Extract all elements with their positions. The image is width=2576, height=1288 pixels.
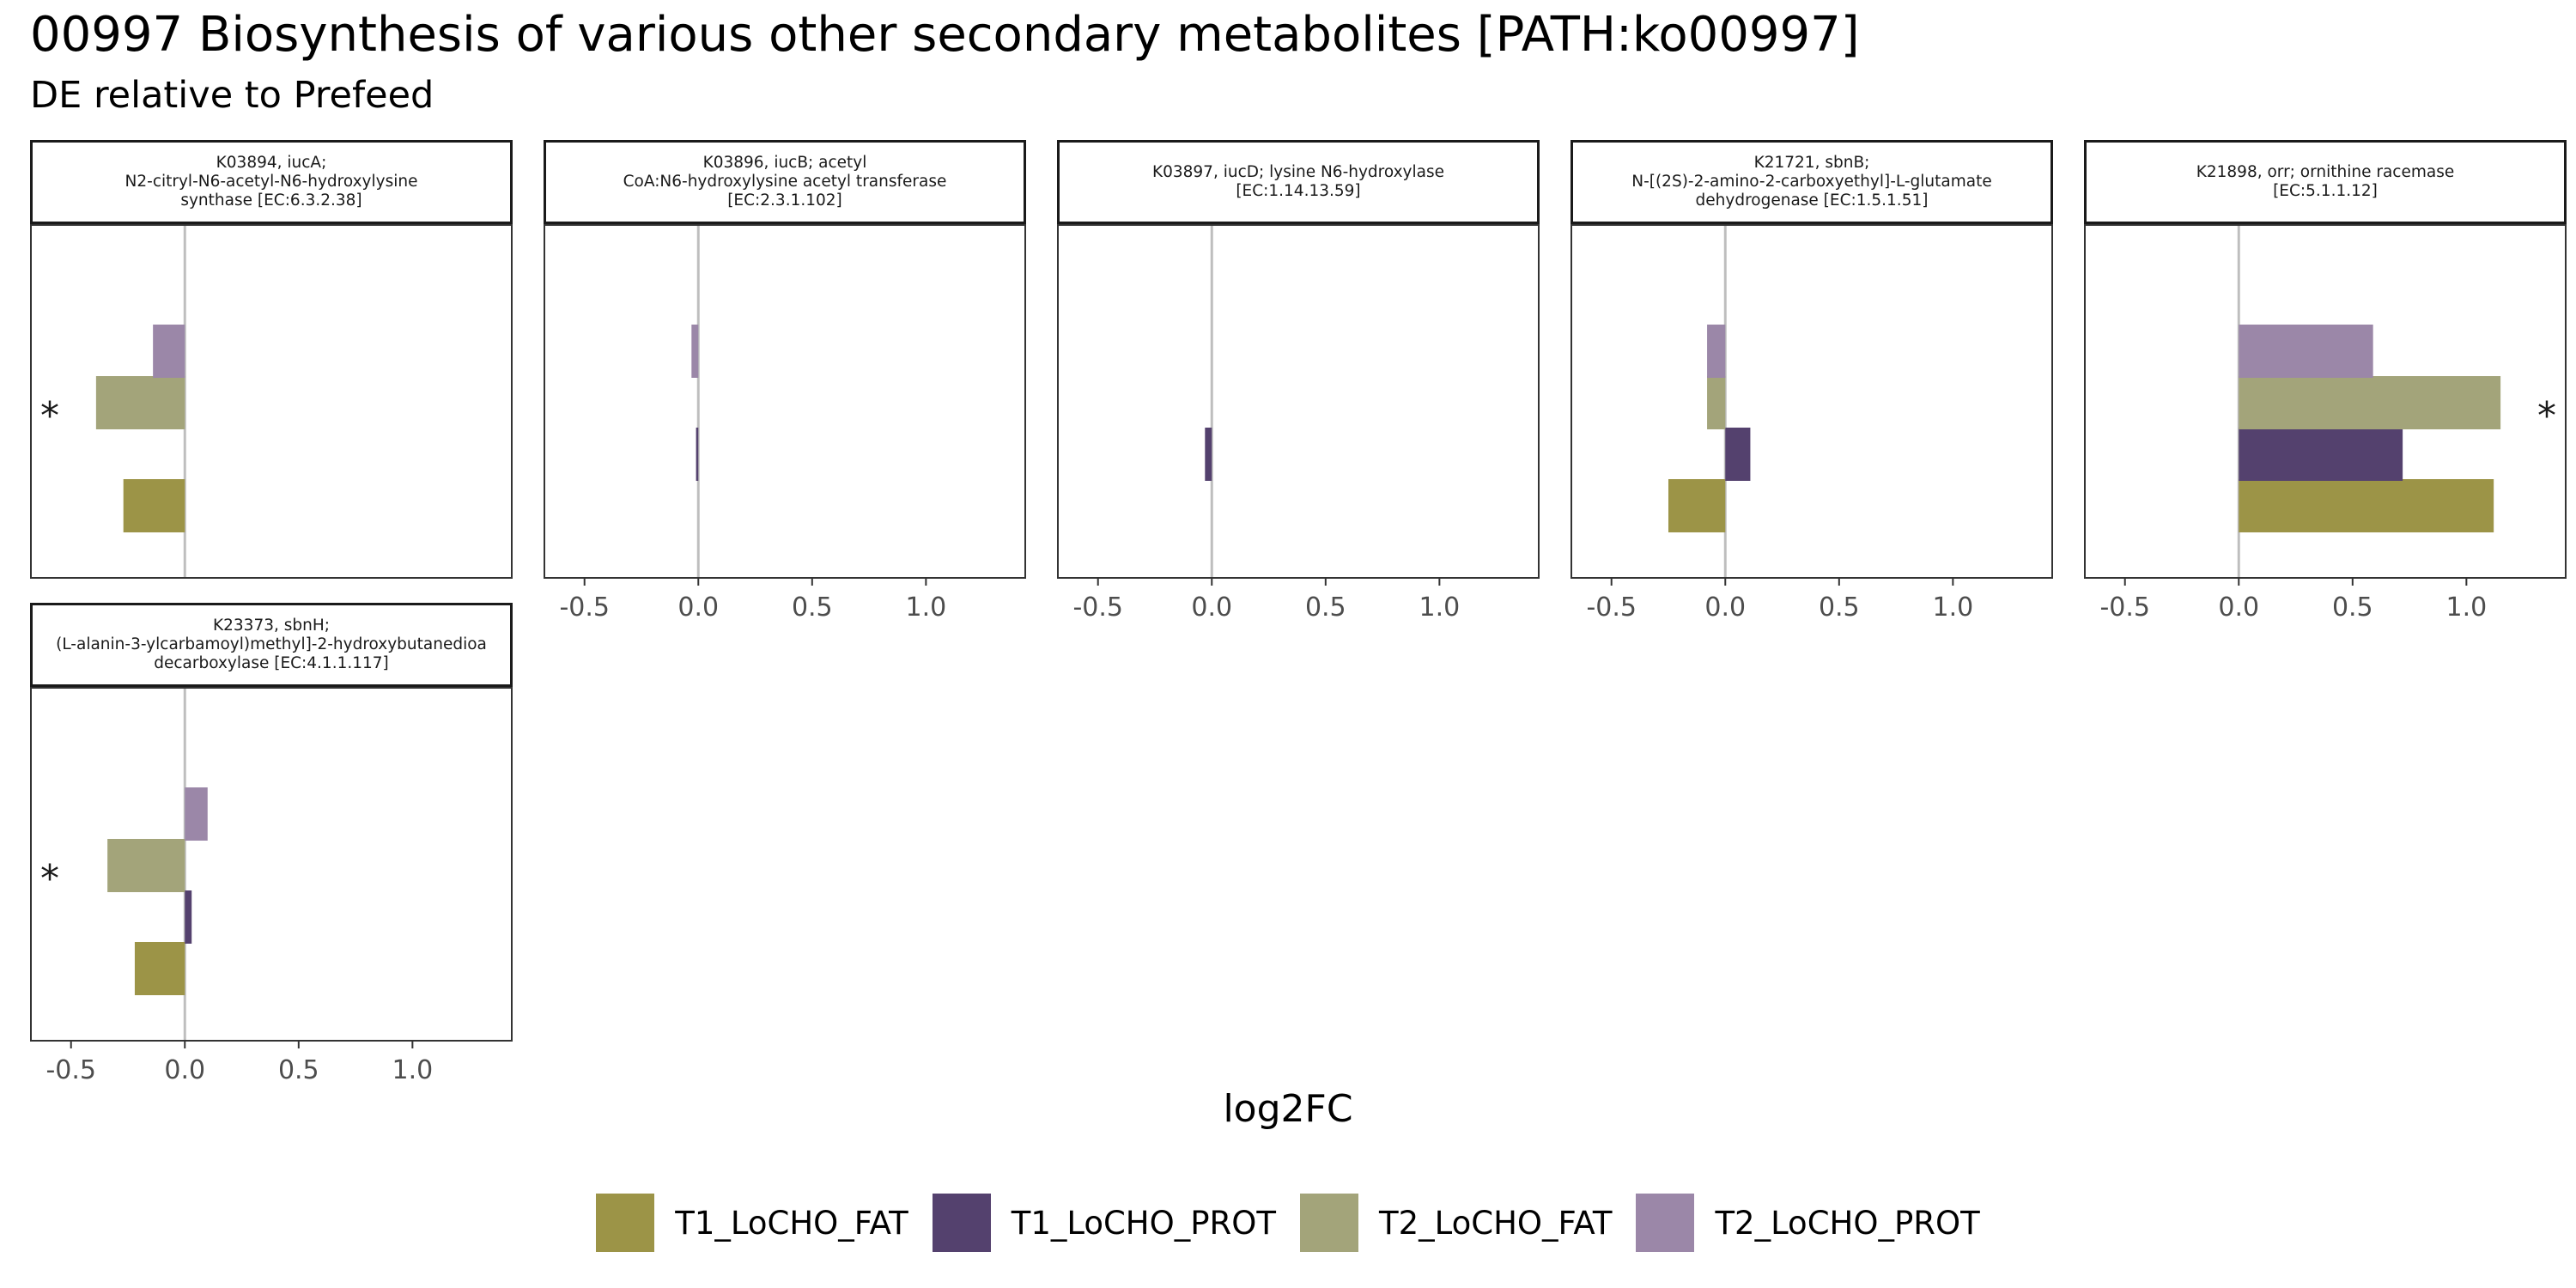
- legend-label: T2_LoCHO_FAT: [1379, 1204, 1613, 1242]
- x-tick-label: 0.0: [164, 1055, 205, 1085]
- bar-t2-locho-fat: [95, 376, 185, 429]
- x-tick-label: 0.5: [1305, 592, 1346, 623]
- legend-label: T1_LoCHO_FAT: [675, 1204, 908, 1242]
- bar-t1-locho-fat: [2239, 479, 2494, 532]
- bar-t1-locho-prot: [696, 428, 699, 481]
- bar-t1-locho-prot: [185, 890, 192, 944]
- significance-marker: *: [2537, 394, 2556, 438]
- x-tick-label: 1.0: [1419, 592, 1460, 623]
- x-tick-label: 1.0: [905, 592, 946, 623]
- facet-panel: -0.5 0.0 0.5 1.0: [1057, 224, 1540, 623]
- facet-strip-label: K21721, sbnB; N-[(2S)-2-amino-2-carboxye…: [1631, 154, 1992, 210]
- panel-border: [1571, 224, 2053, 579]
- bar-t1-locho-prot: [1725, 428, 1751, 481]
- legend-key-t1-locho-fat: [596, 1194, 655, 1252]
- bar-t2-locho-prot: [691, 325, 699, 378]
- facet-strip-label: K03894, iucA; N2-citryl-N6-acetyl-N6-hyd…: [125, 154, 418, 210]
- x-tick-label: -0.5: [1586, 592, 1637, 623]
- x-tick-label: 0.5: [792, 592, 833, 623]
- bar-t2-locho-prot: [2239, 325, 2373, 378]
- facet-panel: -0.5 0.0 0.5 1.0: [1571, 224, 2053, 623]
- bar-t1-locho-fat: [134, 942, 185, 995]
- x-axis-label: log2FC: [1223, 1087, 1353, 1131]
- x-tick-label: 0.0: [1704, 592, 1746, 623]
- facet-panel: -0.5 0.0 0.5 1.0: [544, 224, 1026, 623]
- bar-t1-locho-prot: [1205, 428, 1212, 481]
- facet-strip: K21898, orr; ornithine racemase [EC:5.1.…: [2084, 140, 2567, 224]
- panel-background: [1571, 224, 2053, 579]
- x-tick-label: 1.0: [1932, 592, 1973, 623]
- panel-border: [30, 687, 513, 1042]
- panel-border: [2084, 224, 2567, 579]
- x-tick-label: -0.5: [559, 592, 610, 623]
- facet-strip: K21721, sbnB; N-[(2S)-2-amino-2-carboxye…: [1571, 140, 2053, 224]
- panel-background: [1057, 224, 1540, 579]
- bar-t1-locho-fat: [123, 479, 185, 532]
- facet-strip-label: K23373, sbnH; (L-alanin-3-ylcarbamoyl)me…: [56, 617, 487, 672]
- x-tick-label: 0.0: [677, 592, 719, 623]
- facet-panel: * -0.5 0.0 0.5 1.0: [30, 687, 513, 1085]
- x-tick-label: 1.0: [2445, 592, 2487, 623]
- legend-item-t1-locho-prot: T1_LoCHO_PROT: [932, 1194, 1276, 1252]
- x-tick-label: -0.5: [46, 1055, 96, 1085]
- panel-border: [1057, 224, 1540, 579]
- legend: T1_LoCHO_FAT T1_LoCHO_PROT T2_LoCHO_FAT …: [0, 1194, 2576, 1252]
- panel-border: [544, 224, 1026, 579]
- bar-t2-locho-prot: [1707, 325, 1726, 378]
- x-tick-label: 0.0: [1191, 592, 1232, 623]
- legend-item-t2-locho-fat: T2_LoCHO_FAT: [1300, 1194, 1612, 1252]
- bar-t2-locho-prot: [153, 325, 185, 378]
- x-tick-label: 1.0: [392, 1055, 433, 1085]
- facet-strip: K03894, iucA; N2-citryl-N6-acetyl-N6-hyd…: [30, 140, 513, 224]
- legend-key-t2-locho-prot: [1636, 1194, 1695, 1252]
- legend-item-t1-locho-fat: T1_LoCHO_FAT: [596, 1194, 908, 1252]
- panel-background: [544, 224, 1026, 579]
- bar-t1-locho-fat: [1668, 479, 1726, 532]
- legend-key-t1-locho-prot: [932, 1194, 991, 1252]
- bar-t2-locho-prot: [185, 787, 208, 841]
- significance-marker: *: [40, 857, 59, 901]
- bar-t2-locho-fat: [2239, 376, 2501, 429]
- facet-strip: K23373, sbnH; (L-alanin-3-ylcarbamoyl)me…: [30, 603, 513, 687]
- facet-panel: *: [30, 224, 513, 579]
- x-tick-label: -0.5: [1072, 592, 1123, 623]
- facet-strip-label: K03897, iucD; lysine N6-hydroxylase [EC:…: [1151, 163, 1445, 200]
- figure-title: 00997 Biosynthesis of various other seco…: [30, 7, 1860, 63]
- x-tick-label: 0.0: [2218, 592, 2259, 623]
- facet-panel: * -0.5 0.0 0.5 1.0: [2084, 224, 2567, 623]
- legend-key-t2-locho-fat: [1300, 1194, 1358, 1252]
- bar-t2-locho-fat: [1707, 376, 1726, 429]
- bar-t1-locho-prot: [2239, 428, 2403, 481]
- legend-item-t2-locho-prot: T2_LoCHO_PROT: [1636, 1194, 1980, 1252]
- facet-strip: K03896, iucB; acetyl CoA:N6-hydroxylysin…: [544, 140, 1026, 224]
- figure-subtitle: DE relative to Prefeed: [30, 74, 434, 117]
- legend-label: T2_LoCHO_PROT: [1715, 1204, 1980, 1242]
- x-tick-label: 0.5: [2332, 592, 2373, 623]
- facet-strip-label: K21898, orr; ornithine racemase [EC:5.1.…: [2196, 163, 2455, 200]
- facet-strip-label: K03896, iucB; acetyl CoA:N6-hydroxylysin…: [623, 154, 947, 210]
- x-tick-label: 0.5: [278, 1055, 319, 1085]
- bar-t2-locho-fat: [107, 839, 185, 892]
- panel-background: [30, 687, 513, 1042]
- legend-label: T1_LoCHO_PROT: [1011, 1204, 1276, 1242]
- facet-strip: K03897, iucD; lysine N6-hydroxylase [EC:…: [1057, 140, 1540, 224]
- panel-border: [30, 224, 513, 579]
- significance-marker: *: [40, 394, 59, 438]
- x-tick-label: 0.5: [1819, 592, 1860, 623]
- x-tick-label: -0.5: [2099, 592, 2150, 623]
